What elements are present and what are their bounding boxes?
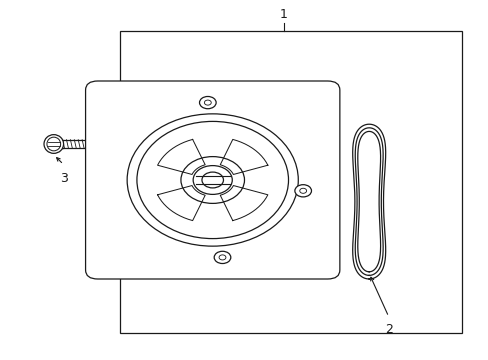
Circle shape (204, 100, 211, 105)
Text: 2: 2 (384, 323, 392, 336)
Ellipse shape (44, 135, 63, 153)
Text: 1: 1 (279, 8, 287, 21)
Circle shape (294, 185, 311, 197)
Ellipse shape (47, 137, 61, 151)
Circle shape (199, 96, 216, 109)
Circle shape (219, 255, 225, 260)
Circle shape (299, 188, 306, 193)
Circle shape (202, 172, 223, 188)
Circle shape (193, 166, 232, 194)
Text: 3: 3 (60, 172, 67, 185)
Bar (120, 31, 461, 333)
FancyBboxPatch shape (85, 81, 339, 279)
Circle shape (181, 157, 244, 203)
Circle shape (214, 251, 230, 264)
Ellipse shape (127, 114, 298, 246)
Ellipse shape (137, 121, 288, 239)
